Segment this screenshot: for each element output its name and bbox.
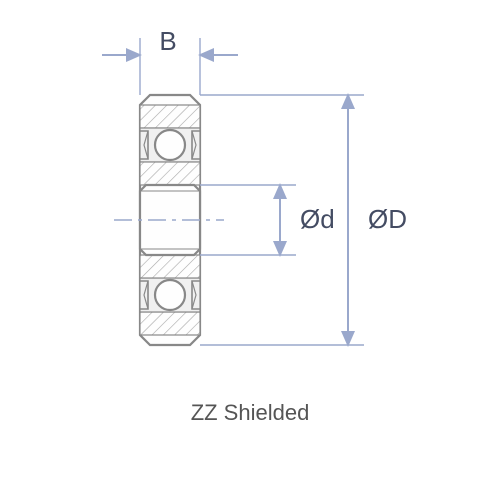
dim-d-label: Ød [300, 204, 335, 234]
outer-race-bot [140, 312, 200, 335]
bottom-ball [155, 280, 185, 310]
caption: ZZ Shielded [0, 400, 500, 426]
dim-B-label: B [159, 26, 176, 56]
diagram-stage: B Ød ØD ZZ Shielded [0, 0, 500, 500]
inner-race-bot [140, 255, 200, 278]
outer-race-top [140, 105, 200, 128]
inner-race-top [140, 162, 200, 185]
dim-D-label: ØD [368, 204, 407, 234]
top-ball [155, 130, 185, 160]
